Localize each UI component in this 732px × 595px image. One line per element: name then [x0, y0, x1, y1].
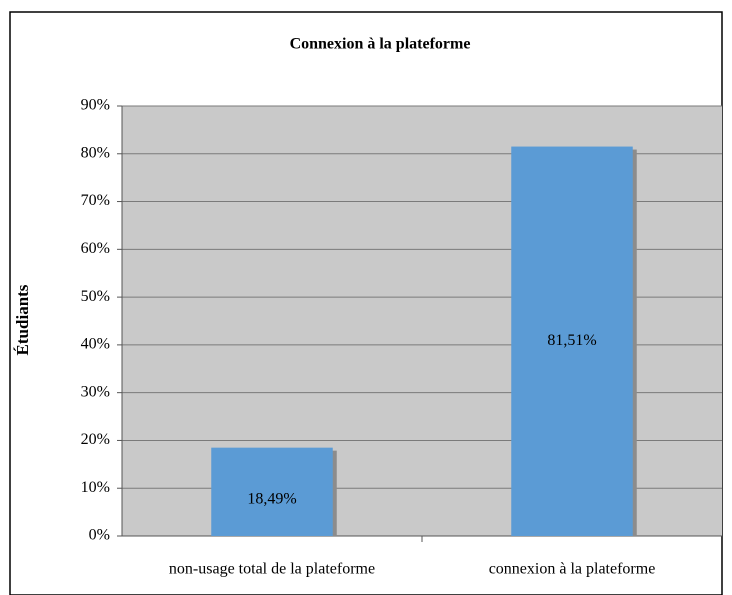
y-tick-label: 20%	[81, 431, 110, 448]
y-tick-label: 0%	[89, 527, 110, 544]
data-label: 18,49%	[247, 491, 296, 508]
x-tick-label: connexion à la plateforme	[489, 561, 656, 578]
bar	[211, 447, 333, 536]
y-tick-label: 10%	[81, 479, 110, 496]
y-tick-label: 30%	[81, 383, 110, 400]
bar	[511, 146, 633, 536]
y-tick-label: 50%	[81, 288, 110, 305]
x-tick-label: non-usage total de la plateforme	[169, 561, 375, 578]
y-tick-label: 60%	[81, 240, 110, 257]
y-tick-label: 40%	[81, 336, 110, 353]
y-axis-label: Étudiants	[13, 284, 32, 355]
chart-title: Connexion à la plateforme	[290, 36, 471, 53]
data-label: 81,51%	[547, 332, 596, 349]
y-tick-label: 80%	[81, 144, 110, 161]
y-tick-label: 70%	[81, 192, 110, 209]
y-tick-label: 90%	[81, 97, 110, 114]
